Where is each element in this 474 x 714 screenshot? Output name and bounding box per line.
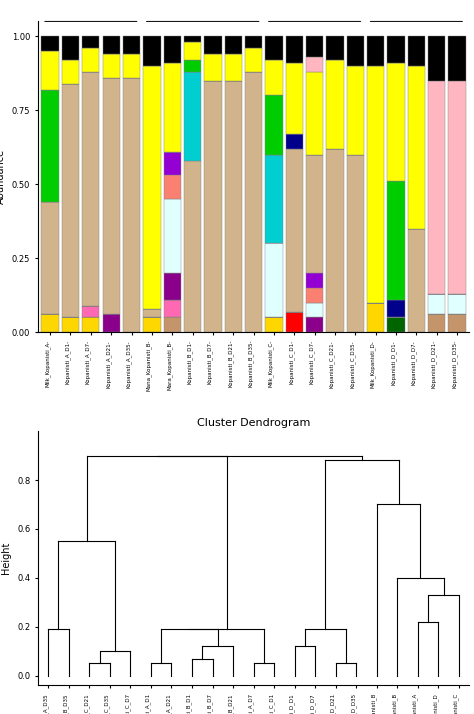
Bar bbox=[82, 306, 100, 318]
Bar bbox=[326, 36, 344, 60]
Bar bbox=[225, 36, 242, 54]
Bar bbox=[164, 318, 181, 332]
Y-axis label: Abundance: Abundance bbox=[0, 149, 6, 204]
Bar bbox=[367, 36, 384, 66]
Bar bbox=[164, 300, 181, 318]
Bar bbox=[448, 293, 465, 314]
Bar bbox=[286, 149, 303, 311]
Bar bbox=[367, 66, 384, 303]
Bar bbox=[164, 176, 181, 199]
Bar bbox=[265, 60, 283, 96]
Bar bbox=[265, 318, 283, 332]
Bar bbox=[164, 63, 181, 151]
Bar bbox=[62, 84, 79, 318]
Bar bbox=[306, 71, 323, 155]
Bar bbox=[367, 303, 384, 332]
Bar bbox=[346, 36, 364, 66]
Bar bbox=[82, 71, 100, 306]
Bar bbox=[306, 303, 323, 318]
Bar bbox=[448, 81, 465, 293]
Bar bbox=[306, 155, 323, 273]
Bar bbox=[428, 81, 446, 293]
Bar bbox=[387, 63, 405, 181]
Bar bbox=[387, 36, 405, 63]
Bar bbox=[82, 48, 100, 71]
Bar bbox=[286, 311, 303, 332]
Bar bbox=[286, 63, 303, 134]
Y-axis label: Height: Height bbox=[1, 542, 11, 575]
Bar bbox=[346, 155, 364, 332]
Bar bbox=[204, 81, 221, 332]
Bar bbox=[245, 48, 262, 71]
Bar bbox=[306, 36, 323, 57]
Bar bbox=[143, 36, 161, 66]
Bar bbox=[306, 318, 323, 332]
Bar bbox=[143, 66, 161, 308]
Bar bbox=[62, 318, 79, 332]
Bar bbox=[428, 36, 446, 81]
Bar bbox=[225, 81, 242, 332]
Bar bbox=[408, 36, 425, 66]
Bar bbox=[286, 36, 303, 63]
Bar bbox=[62, 36, 79, 60]
Bar bbox=[102, 78, 120, 314]
Bar bbox=[387, 181, 405, 300]
Bar bbox=[164, 36, 181, 63]
Bar bbox=[408, 228, 425, 332]
Bar bbox=[102, 36, 120, 54]
Bar bbox=[428, 314, 446, 332]
Bar bbox=[326, 149, 344, 332]
Text: B.: B. bbox=[0, 401, 2, 415]
Bar bbox=[387, 300, 405, 318]
Bar bbox=[102, 54, 120, 78]
Bar bbox=[265, 96, 283, 155]
Title: Cluster Dendrogram: Cluster Dendrogram bbox=[197, 418, 310, 428]
Bar bbox=[204, 36, 221, 54]
Bar bbox=[42, 36, 59, 51]
Bar bbox=[265, 36, 283, 60]
Bar bbox=[265, 155, 283, 243]
Bar bbox=[184, 71, 201, 161]
Bar bbox=[184, 161, 201, 332]
Bar bbox=[62, 60, 79, 84]
Bar bbox=[204, 54, 221, 81]
Bar bbox=[448, 36, 465, 81]
Bar bbox=[164, 199, 181, 273]
Bar bbox=[225, 54, 242, 81]
Bar bbox=[102, 314, 120, 332]
Bar bbox=[123, 54, 140, 78]
Bar bbox=[306, 288, 323, 303]
Bar bbox=[184, 42, 201, 60]
Bar bbox=[184, 60, 201, 71]
Bar bbox=[42, 314, 59, 332]
Bar bbox=[184, 36, 201, 42]
Bar bbox=[306, 57, 323, 71]
Bar bbox=[306, 273, 323, 288]
Bar bbox=[42, 51, 59, 89]
Bar bbox=[286, 134, 303, 149]
Bar bbox=[245, 71, 262, 332]
Bar bbox=[428, 293, 446, 314]
Bar bbox=[143, 308, 161, 318]
Bar bbox=[42, 89, 59, 202]
Bar bbox=[245, 36, 262, 48]
Bar bbox=[42, 202, 59, 314]
Bar bbox=[326, 60, 344, 149]
Bar bbox=[387, 318, 405, 332]
Bar bbox=[82, 318, 100, 332]
Bar bbox=[164, 151, 181, 176]
Bar bbox=[123, 78, 140, 332]
Bar bbox=[164, 273, 181, 300]
Bar bbox=[123, 36, 140, 54]
Bar bbox=[265, 243, 283, 318]
Bar bbox=[448, 314, 465, 332]
Bar bbox=[408, 66, 425, 228]
Bar bbox=[346, 66, 364, 155]
Bar bbox=[82, 36, 100, 48]
Bar bbox=[143, 318, 161, 332]
